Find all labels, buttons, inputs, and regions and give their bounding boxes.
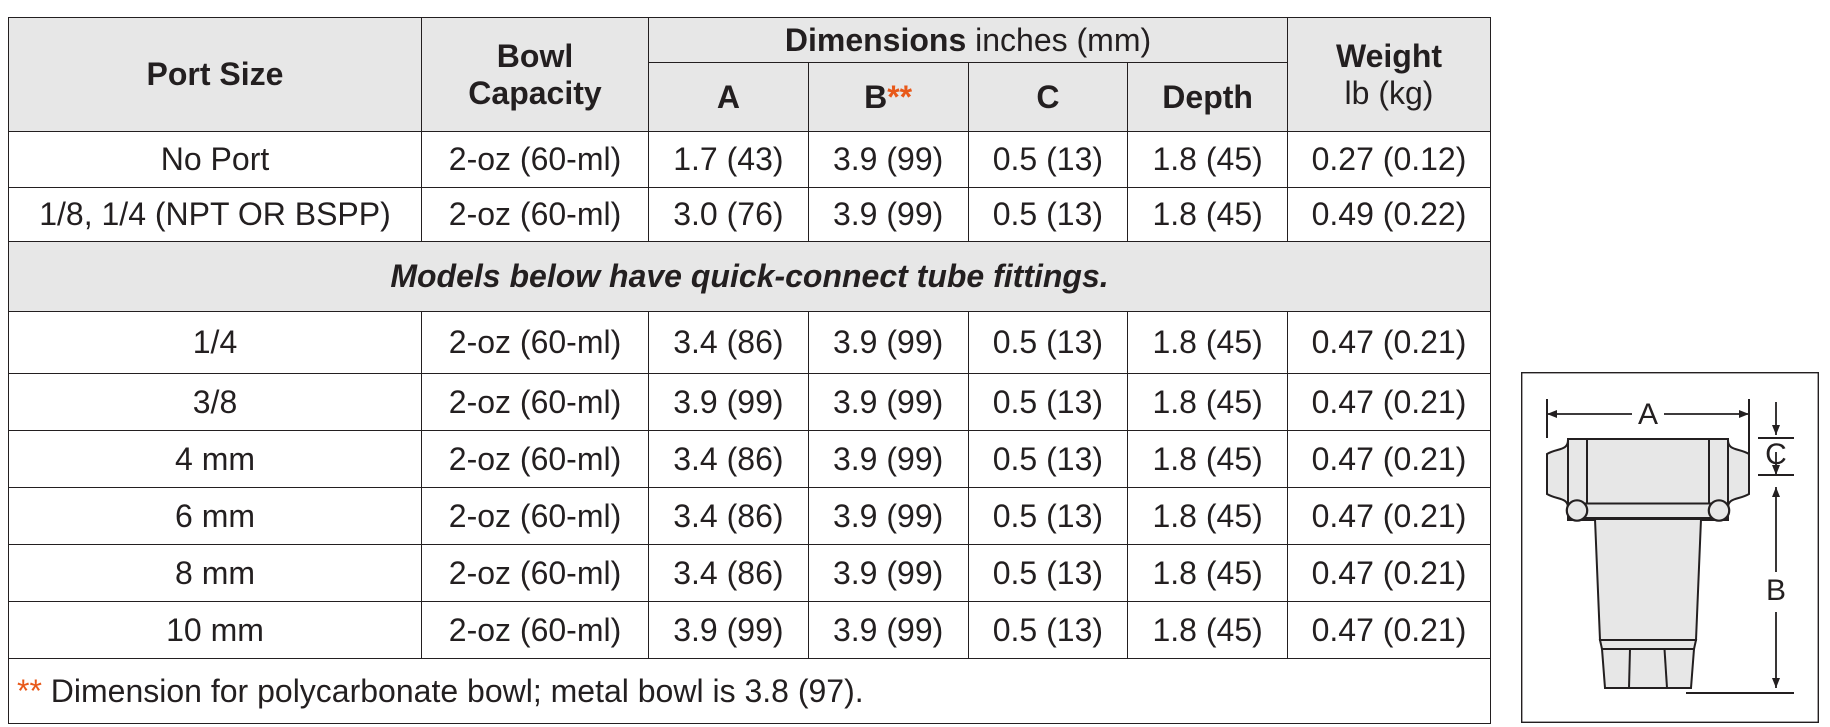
svg-text:A: A (1638, 398, 1658, 431)
svg-text:B: B (1766, 574, 1786, 607)
svg-text:C: C (1765, 438, 1787, 471)
